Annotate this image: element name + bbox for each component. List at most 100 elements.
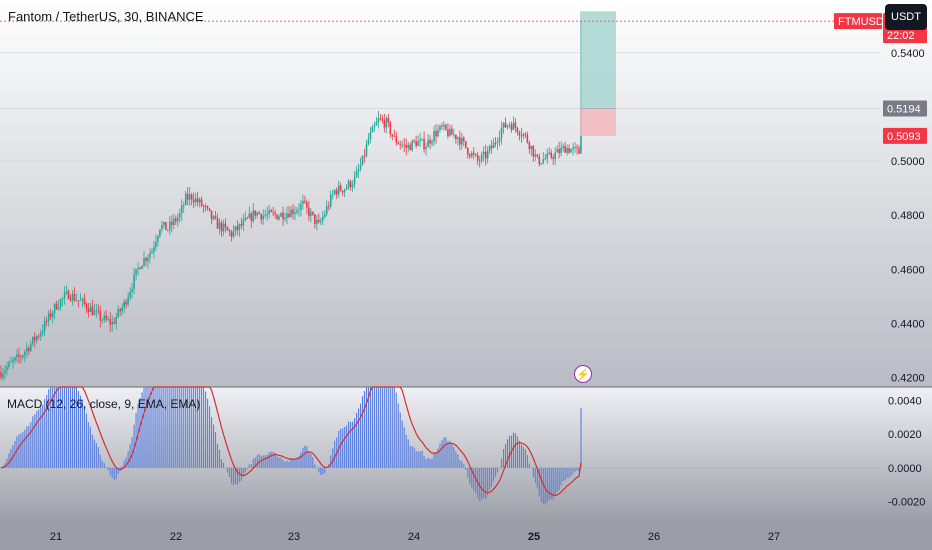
candle (165, 221, 167, 231)
candle-body (470, 152, 473, 157)
candle-body (123, 301, 125, 308)
candle-body (453, 134, 455, 136)
candle (413, 138, 415, 144)
candle-body (147, 257, 149, 262)
candle (97, 304, 100, 315)
candle (480, 151, 483, 164)
candle-body (37, 336, 40, 338)
candle-body (87, 308, 90, 313)
candle-body (461, 137, 463, 145)
candle-body (0, 372, 2, 378)
candle-body (490, 145, 493, 149)
candle (93, 303, 96, 316)
candle (558, 141, 560, 159)
candle-body (105, 315, 108, 320)
candle (4, 365, 6, 380)
candle-body (53, 303, 56, 314)
candle-body (365, 144, 368, 156)
candle (105, 310, 108, 322)
candle (329, 190, 332, 210)
candle-body (363, 155, 366, 157)
candle-body (333, 190, 336, 195)
candle (292, 203, 294, 220)
candle (357, 163, 360, 179)
candle (174, 215, 177, 226)
candle (16, 349, 18, 363)
candle (55, 300, 58, 311)
candle-body (498, 137, 501, 142)
candle (51, 310, 54, 324)
candle (411, 139, 413, 152)
candle (220, 220, 223, 237)
candle (85, 302, 88, 314)
candle-body (538, 156, 541, 165)
candle (341, 190, 344, 196)
candle-body (81, 298, 84, 301)
candle-body (33, 336, 36, 341)
candle-body (441, 125, 443, 127)
candle-body (463, 137, 465, 142)
candle-body (258, 212, 261, 215)
candle-body (133, 274, 135, 289)
candle-body (115, 317, 118, 324)
candle-body (321, 216, 324, 221)
candle (6, 361, 8, 376)
candle-body (119, 309, 121, 312)
candle-body (8, 362, 10, 367)
candle-body (488, 145, 491, 151)
candle-body (101, 319, 104, 321)
candle-body (409, 144, 411, 151)
lightning-icon[interactable]: ⚡ (574, 365, 592, 383)
candle-body (137, 267, 139, 270)
candle-body (447, 129, 449, 137)
time-axis-bg (0, 520, 932, 550)
candle (564, 141, 566, 153)
candle-body (578, 147, 580, 154)
candle (474, 152, 477, 158)
candle (542, 151, 545, 165)
candle-body (145, 258, 147, 262)
candle (427, 133, 429, 148)
currency-button[interactable]: USDT (885, 4, 927, 30)
candle-body (425, 147, 427, 150)
candle (498, 130, 501, 147)
candle (200, 196, 203, 208)
candle (441, 122, 443, 130)
candle-body (468, 154, 471, 157)
symbol-title: Fantom / TetherUS, 30, BINANCE (8, 9, 204, 24)
candle (461, 132, 463, 150)
price-axis-tick: 0.5000 (891, 156, 925, 168)
candle (361, 155, 364, 166)
candle-body (236, 226, 239, 231)
candle (57, 299, 60, 311)
time-axis-tick: 21 (50, 531, 62, 543)
candle (490, 140, 493, 154)
candle (355, 166, 358, 179)
candle (14, 356, 16, 365)
candle-body (206, 206, 209, 209)
candle-body (314, 214, 316, 224)
candle (316, 215, 318, 231)
candle-body (67, 291, 70, 299)
candle (127, 292, 129, 307)
candle (321, 211, 324, 225)
candle (550, 149, 553, 160)
candle-body (280, 212, 282, 217)
candle-body (343, 189, 346, 193)
candle-body (176, 217, 179, 222)
candle (327, 201, 330, 211)
candle (337, 180, 340, 198)
candle-body (351, 184, 354, 188)
candle (119, 307, 121, 317)
candle-body (59, 299, 62, 308)
candle-body (12, 360, 14, 362)
candle-body (190, 194, 193, 200)
candle-body (496, 141, 499, 143)
macd-indicator-label[interactable]: MACD (12, 26, close, 9, EMA, EMA) (7, 397, 201, 411)
candle-body (437, 129, 439, 137)
candle-body (548, 152, 551, 154)
candle (67, 289, 70, 300)
candle-body (192, 199, 195, 203)
